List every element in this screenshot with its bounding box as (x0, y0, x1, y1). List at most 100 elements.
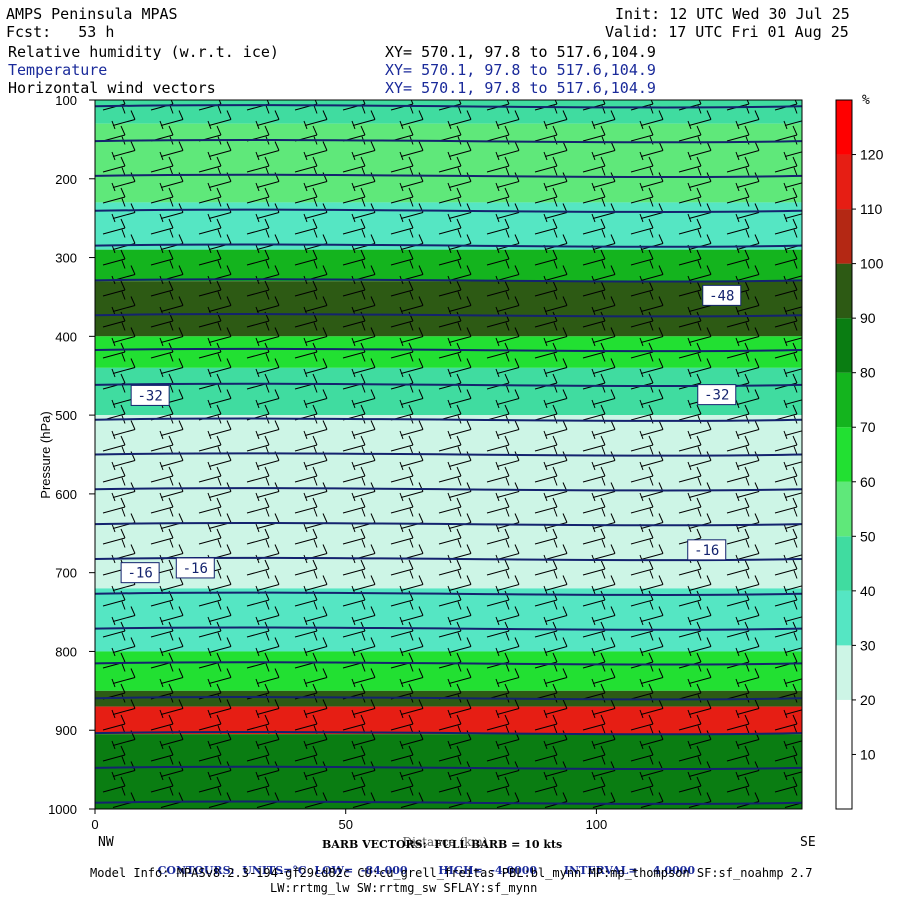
wind-barb (486, 771, 510, 793)
wind-barb (256, 384, 280, 405)
wind-barb (390, 182, 414, 204)
wind-barb (688, 353, 712, 374)
wind-barb (390, 151, 414, 173)
isotherm--16 (95, 696, 802, 701)
wind-barb (246, 492, 270, 514)
wind-barb (486, 182, 510, 204)
wind-barb (390, 492, 414, 514)
wind-barb (534, 461, 558, 483)
wind-barb (160, 105, 184, 126)
wind-barb (630, 740, 654, 762)
isotherm--40 (95, 487, 802, 492)
colorbar-swatch-12 (836, 100, 852, 155)
wind-barb (736, 570, 760, 591)
contour-label-1: -32 (138, 388, 163, 404)
wind-barb (486, 709, 510, 731)
contour-label-box-4 (175, 557, 215, 579)
contour-info: CONTOURS: UNITS=°C LOW= -84.000 HIGH= -4… (150, 851, 695, 877)
wind-barb (246, 616, 270, 638)
y-tick-label-600: 600 (55, 487, 77, 502)
wind-barb (208, 694, 232, 715)
contour-label-box-3 (120, 562, 160, 584)
wind-barb (582, 430, 606, 452)
wind-barb (294, 244, 318, 266)
wind-barb (198, 492, 222, 514)
wind-barb (630, 771, 654, 793)
wind-barb (448, 663, 472, 684)
wind-barb (592, 601, 616, 622)
wind-barb (678, 399, 702, 421)
wind-barb (198, 740, 222, 762)
wind-barb (198, 337, 222, 359)
isotherm--48 (95, 417, 802, 422)
wind-barb (150, 492, 174, 514)
wind-barb (640, 601, 664, 622)
wind-barb (784, 632, 802, 653)
wind-barb (640, 322, 664, 343)
wind-barb (736, 539, 760, 560)
wind-barb (544, 353, 568, 374)
isotherm--64 (95, 278, 802, 283)
wind-barb (160, 663, 184, 684)
wind-barb (496, 353, 520, 374)
x-end-right: SE (800, 835, 816, 850)
wind-barb (304, 632, 328, 653)
wind-barb (438, 151, 462, 173)
colorbar-label-90: 90 (860, 310, 876, 326)
wind-barb (496, 260, 520, 281)
wind-barb (400, 291, 424, 312)
wind-barb (582, 492, 606, 514)
colorbar-label-20: 20 (860, 692, 876, 708)
wind-barb (102, 213, 126, 235)
wind-barb (534, 771, 558, 793)
wind-barb (342, 182, 366, 204)
wind-barb (102, 244, 126, 266)
wind-barb (544, 725, 568, 746)
wind-barb (534, 430, 558, 452)
wind-barb (774, 213, 798, 235)
wind-barb (784, 508, 802, 529)
x-tick-label-0: 0 (91, 817, 98, 832)
wind-barb (160, 291, 184, 312)
field-xy-rh: XY= 570.1, 97.8 to 517.6,104.9 (385, 43, 656, 61)
wind-barb (582, 151, 606, 173)
wind-barb (352, 105, 376, 126)
wind-barb (640, 632, 664, 653)
wind-barb (678, 492, 702, 514)
wind-barb (774, 306, 798, 328)
wind-barb (294, 523, 318, 545)
wind-barb (102, 151, 126, 173)
wind-barb (486, 461, 510, 483)
wind-barb (160, 694, 184, 715)
contour-label-2: -32 (704, 388, 729, 404)
wind-barb (534, 151, 558, 173)
wind-barb (342, 771, 366, 793)
wind-barb (784, 260, 802, 281)
wind-barb (208, 570, 232, 591)
wind-barb (246, 771, 270, 793)
colorbar-swatch-7 (836, 372, 852, 428)
colorbar-swatch-11 (836, 154, 852, 210)
wind-barb (352, 756, 376, 777)
wind-barb (304, 756, 328, 777)
contour-high: HIGH= -4.0000 (438, 864, 538, 877)
wind-barb (784, 601, 802, 622)
wind-barb (390, 709, 414, 731)
rh-layer-8 (95, 588, 802, 652)
isotherm--8 (95, 765, 802, 771)
y-tick-label-100: 100 (55, 93, 77, 108)
wind-barb (640, 570, 664, 591)
wind-barb (256, 198, 280, 219)
wind-barb (486, 740, 510, 762)
wind-barb (438, 523, 462, 545)
wind-barb (784, 322, 802, 343)
wind-barb (352, 167, 376, 188)
colorbar-label-100: 100 (860, 256, 884, 272)
wind-barb (592, 291, 616, 312)
wind-barb (640, 353, 664, 374)
wind-barb (294, 492, 318, 514)
isotherm--60 (95, 313, 802, 318)
wind-barb (352, 384, 376, 405)
wind-barb (150, 213, 174, 235)
y-axis-label: Pressure (hPa) (38, 411, 53, 498)
